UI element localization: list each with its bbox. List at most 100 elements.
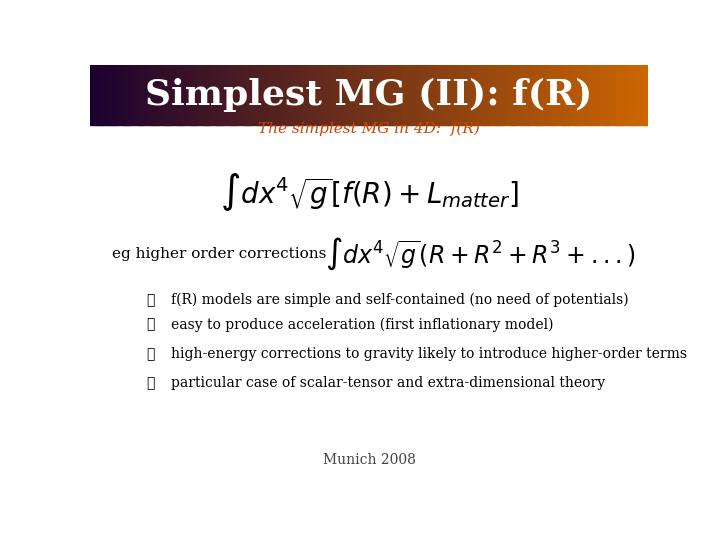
Bar: [601, 65, 604, 125]
Bar: [343, 65, 346, 125]
Bar: [246, 65, 248, 125]
Bar: [125, 65, 127, 125]
Bar: [258, 65, 260, 125]
Bar: [494, 65, 496, 125]
Bar: [386, 65, 388, 125]
Bar: [432, 65, 435, 125]
Bar: [231, 65, 234, 125]
Bar: [114, 65, 117, 125]
Bar: [155, 65, 158, 125]
Bar: [410, 65, 413, 125]
Bar: [177, 65, 180, 125]
Bar: [540, 65, 543, 125]
Bar: [311, 65, 314, 125]
Bar: [294, 65, 297, 125]
Bar: [341, 65, 343, 125]
Bar: [185, 65, 187, 125]
Bar: [186, 65, 189, 125]
Bar: [243, 65, 245, 125]
Bar: [490, 65, 492, 125]
Bar: [384, 65, 387, 125]
Bar: [498, 65, 500, 125]
Bar: [224, 65, 226, 125]
Bar: [320, 65, 323, 125]
Bar: [168, 65, 171, 125]
Bar: [209, 65, 212, 125]
Bar: [358, 65, 360, 125]
Bar: [354, 65, 356, 125]
Bar: [629, 65, 632, 125]
Bar: [427, 65, 429, 125]
Bar: [572, 65, 574, 125]
Bar: [116, 65, 119, 125]
Bar: [454, 65, 457, 125]
Bar: [615, 65, 617, 125]
Bar: [323, 65, 325, 125]
Bar: [131, 65, 133, 125]
Bar: [531, 65, 534, 125]
Bar: [120, 65, 122, 125]
Text: high-energy corrections to gravity likely to introduce higher-order terms: high-energy corrections to gravity likel…: [171, 347, 687, 361]
Bar: [276, 65, 279, 125]
Text: $\int dx^4 \sqrt{g}\left[f(R)+ L_{matter}\right]$: $\int dx^4 \sqrt{g}\left[f(R)+ L_{matter…: [220, 171, 518, 213]
Text: Munich 2008: Munich 2008: [323, 453, 415, 467]
Bar: [240, 65, 243, 125]
Bar: [317, 65, 320, 125]
Bar: [466, 65, 468, 125]
Bar: [512, 65, 515, 125]
Bar: [534, 65, 537, 125]
Bar: [356, 65, 359, 125]
Bar: [132, 65, 135, 125]
Bar: [222, 65, 225, 125]
Text: easy to produce acceleration (first inflationary model): easy to produce acceleration (first infl…: [171, 318, 554, 332]
Bar: [181, 65, 184, 125]
Bar: [520, 65, 522, 125]
Bar: [536, 65, 539, 125]
Text: particular case of scalar-tensor and extra-dimensional theory: particular case of scalar-tensor and ext…: [171, 376, 605, 390]
Bar: [90, 65, 92, 125]
Bar: [122, 65, 124, 125]
Bar: [96, 65, 98, 125]
Bar: [469, 65, 472, 125]
Bar: [263, 65, 266, 125]
Bar: [336, 65, 338, 125]
Bar: [207, 65, 210, 125]
Bar: [163, 65, 165, 125]
Bar: [360, 65, 362, 125]
Bar: [555, 65, 557, 125]
Bar: [97, 65, 100, 125]
Bar: [620, 65, 623, 125]
Bar: [364, 65, 366, 125]
Bar: [328, 65, 330, 125]
Bar: [145, 65, 148, 125]
Bar: [441, 65, 444, 125]
Bar: [418, 65, 420, 125]
Bar: [261, 65, 264, 125]
Bar: [581, 65, 583, 125]
Bar: [233, 65, 235, 125]
Bar: [479, 65, 481, 125]
Bar: [397, 65, 400, 125]
Bar: [202, 65, 204, 125]
Bar: [302, 65, 305, 125]
Text: ✓: ✓: [145, 347, 154, 361]
Bar: [406, 65, 409, 125]
Bar: [217, 65, 219, 125]
Bar: [646, 65, 649, 125]
Bar: [492, 65, 494, 125]
Bar: [135, 65, 137, 125]
Bar: [486, 65, 489, 125]
Bar: [307, 65, 310, 125]
Bar: [253, 65, 256, 125]
Bar: [639, 65, 641, 125]
Bar: [161, 65, 163, 125]
Bar: [218, 65, 221, 125]
Bar: [505, 65, 507, 125]
Bar: [274, 65, 276, 125]
Bar: [387, 65, 390, 125]
Bar: [549, 65, 552, 125]
Bar: [300, 65, 302, 125]
Bar: [373, 65, 375, 125]
Bar: [107, 65, 109, 125]
Text: The simplest MG in 4D:  f(R): The simplest MG in 4D: f(R): [258, 122, 480, 137]
